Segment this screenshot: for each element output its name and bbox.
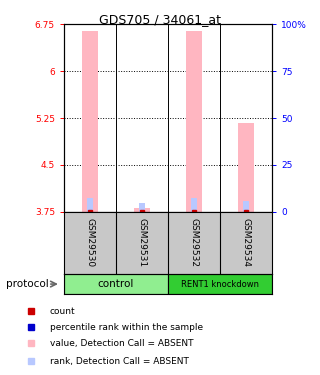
Text: control: control [98,279,134,289]
Text: count: count [50,307,75,316]
Bar [168,274,272,294]
Bar [191,198,196,212]
Bar [238,123,254,212]
Text: GSM29534: GSM29534 [242,218,251,267]
Text: GSM29532: GSM29532 [189,218,198,267]
Bar [64,274,168,294]
Text: protocol: protocol [6,279,49,289]
Text: value, Detection Call = ABSENT: value, Detection Call = ABSENT [50,339,193,348]
Text: RENT1 knockdown: RENT1 knockdown [181,280,259,289]
Bar [244,201,249,212]
Bar [82,31,98,212]
Text: rank, Detection Call = ABSENT: rank, Detection Call = ABSENT [50,357,188,366]
Bar [186,31,202,212]
Text: GDS705 / 34061_at: GDS705 / 34061_at [99,13,221,26]
Text: percentile rank within the sample: percentile rank within the sample [50,323,203,332]
Text: GSM29531: GSM29531 [138,218,147,267]
Bar [134,207,150,212]
Bar [140,203,145,212]
Text: GSM29530: GSM29530 [85,218,94,267]
Bar [87,198,92,212]
